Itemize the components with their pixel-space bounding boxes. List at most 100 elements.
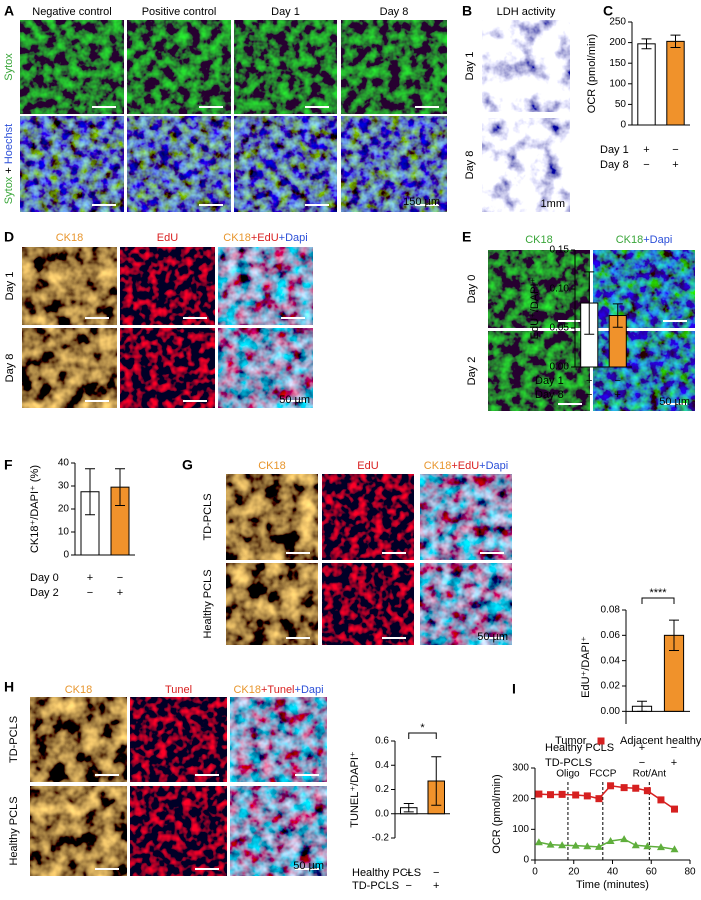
panel-letter: B [462,3,472,19]
y-tick-label: 0.06 [601,630,621,641]
condition-sign: − [406,880,412,892]
column-header-part: Positive control [142,6,217,18]
column-header-part: +Dapi [279,232,308,244]
column-header: CK18+EdU+Dapi [424,460,508,472]
y-tick-label: 0.05 [550,323,570,334]
condition-sign: + [406,867,412,879]
y-tick-label: 100 [512,824,529,835]
y-tick-label: 0.02 [601,681,621,692]
panel-letter: A [4,3,14,19]
x-axis-label: Time (minutes) [576,879,649,891]
row-label: Sytox [3,53,15,81]
y-tick-label: 300 [512,763,529,774]
y-axis-label: TUNEL⁺/DAPI⁺ [349,751,361,828]
micrograph [218,247,313,325]
y-axis-label: OCR (pmol/min) [491,774,503,853]
column-header-part: Day 1 [271,6,300,18]
condition-label: Day 8 [535,389,564,401]
column-header: CK18 [65,684,93,696]
marker [643,787,651,795]
column-header: CK18+EdU+Dapi [223,232,307,244]
y-tick-label: 0 [63,550,69,561]
micrograph [341,20,447,114]
column-header: CK18 [525,234,553,246]
micrograph [234,20,337,114]
micrograph [420,563,512,645]
marker [583,842,592,850]
column-header-part: +Dapi [479,460,508,472]
column-header-part: EdU [357,460,378,472]
marker [607,782,615,790]
micrograph [120,328,215,408]
y-tick-label: 0 [523,855,529,866]
column-header-part: CK18 [616,234,644,246]
condition-label: Healthy PCLS [352,867,421,879]
panel-letter: E [462,229,471,245]
column-header: Day 8 [380,6,409,18]
x-tick-label: 0 [532,867,538,878]
column-header-part: +EdU [251,232,279,244]
scale-label: 50 µm [659,396,690,408]
row-label-part: Day 0 [466,275,478,304]
panel-letter: C [603,3,613,19]
y-tick-label: 0.10 [550,284,570,295]
y-tick-label: -0.2 [372,833,390,844]
condition-label: TD-PCLS [545,757,592,769]
column-header-part: +Dapi [295,684,324,696]
error-bar [637,700,647,712]
micrograph [22,328,117,408]
panel-letter: G [182,457,193,473]
column-header-part: Day 8 [380,6,409,18]
marker [631,841,640,849]
column-header-part: Tunel [165,684,192,696]
marker [583,792,591,800]
micrograph [226,563,318,645]
y-tick-label: 0.2 [375,784,389,795]
row-label-part: Sytox [3,53,15,81]
micrograph [230,697,327,782]
marker [547,791,554,799]
micrograph [218,328,313,408]
row-label-part: TD-PCLS [8,716,20,763]
column-header-part: CK18 [65,684,93,696]
condition-label: Day 8 [600,159,629,171]
error-bar [669,619,679,652]
row-label-part: Healthy PCLS [8,796,20,865]
micrograph [481,19,571,113]
marker [595,795,603,803]
micrograph [20,116,124,212]
bar [637,43,656,126]
y-tick-label: 200 [512,793,529,804]
micrograph [130,786,227,876]
panel-letter: I [512,681,516,697]
marker [558,790,566,798]
y-tick-label: 0.0 [375,808,389,819]
column-header-part: CK18 [258,460,286,472]
row-label: TD-PCLS [8,716,20,763]
annotation-label: FCCP [589,769,617,780]
column-header-part: +Tunel [261,684,295,696]
column-header-part: CK18 [56,232,84,244]
error-bar [612,303,623,328]
column-header: EdU [357,460,378,472]
row-label-part: Day 1 [464,52,476,81]
y-tick-label: 0.6 [375,736,389,747]
y-axis-label: OCR (pmol/min) [586,34,598,113]
column-header: CK18 [258,460,286,472]
condition-sign: − [87,587,93,599]
marker [606,836,615,844]
marker [594,842,603,850]
y-axis-label: CK18⁺/DAPI⁺ (%) [29,465,41,553]
condition-sign: + [117,587,123,599]
marker [558,841,567,849]
y-tick-label: 0.08 [601,605,621,616]
condition-sign: + [643,144,649,156]
marker [620,835,629,843]
condition-label: Healthy PCLS [545,742,614,754]
micrograph [20,20,124,114]
row-label: Day 2 [466,357,478,386]
marker [535,790,543,798]
error-bar [431,756,442,806]
micrograph [420,474,512,560]
